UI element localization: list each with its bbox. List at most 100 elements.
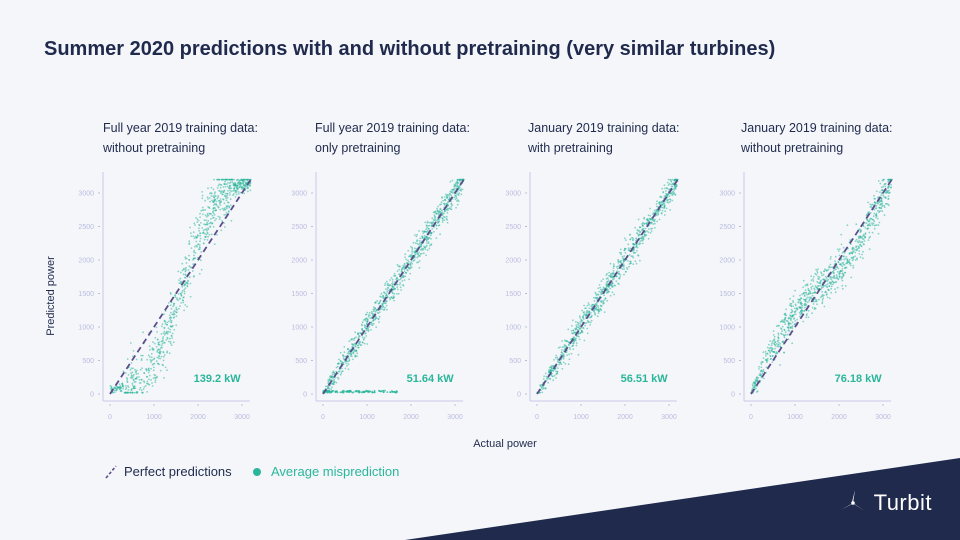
x-tick-label: 3000	[661, 414, 677, 421]
scatter-point	[618, 251, 621, 254]
scatter-point	[873, 194, 875, 197]
x-tick-label: 2000	[831, 414, 847, 421]
scatter-point	[365, 329, 368, 332]
scatter-point	[333, 380, 336, 383]
scatter-point	[193, 275, 195, 277]
scatter-point	[125, 388, 127, 391]
scatter-point	[600, 293, 603, 296]
scatter-point	[613, 265, 615, 268]
scatter-point	[639, 240, 642, 243]
scatter-point	[570, 352, 573, 355]
scatter-point	[160, 344, 163, 347]
scatter-point	[436, 220, 439, 222]
scatter-point	[807, 287, 810, 290]
scatter-point	[233, 189, 236, 192]
scatter-point	[800, 311, 803, 314]
scatter-point	[424, 248, 427, 251]
scatter-point	[564, 344, 567, 347]
scatter-point	[446, 221, 449, 224]
scatter-point	[615, 280, 618, 283]
scatter-point	[188, 240, 191, 243]
scatter-point	[113, 386, 116, 389]
scatter-point	[206, 215, 208, 218]
scatter-point	[550, 367, 553, 369]
scatter-point	[429, 244, 431, 247]
scatter-point	[656, 200, 658, 203]
scatter-point	[822, 286, 825, 288]
x-tick-label: 1000	[359, 414, 375, 421]
scatter-point	[132, 377, 134, 379]
scatter-point	[380, 296, 383, 298]
scatter-point	[561, 367, 564, 370]
scatter-point	[417, 253, 419, 255]
scatter-point-outlier	[342, 391, 344, 394]
scatter-point	[823, 305, 826, 308]
scatter-point	[433, 230, 435, 233]
scatter-point	[224, 185, 227, 188]
scatter-point	[831, 266, 834, 269]
scatter-point	[575, 337, 577, 340]
scatter-point	[148, 378, 150, 381]
scatter-point	[163, 354, 166, 356]
scatter-point	[235, 193, 238, 196]
scatter-point	[154, 374, 157, 377]
scatter-point	[159, 348, 161, 351]
scatter-point	[781, 321, 784, 323]
scatter-point	[210, 186, 213, 189]
scatter-point	[184, 304, 187, 306]
scatter-point	[455, 206, 457, 209]
y-tick-label: 2000	[505, 258, 521, 265]
scatter-point-outlier	[347, 390, 350, 393]
scatter-point	[860, 241, 863, 244]
scatter-point	[185, 257, 188, 260]
scatter-point-outlier	[373, 391, 376, 394]
scatter-point	[597, 287, 600, 290]
scatter-point	[212, 195, 215, 198]
scatter-point	[561, 349, 563, 351]
scatter-point	[881, 210, 884, 213]
scatter-point	[776, 340, 779, 343]
scatter-point	[829, 263, 832, 266]
y-tick-label: 0	[90, 392, 94, 399]
scatter-point	[586, 304, 589, 307]
scatter-point	[126, 380, 129, 382]
scatter-point	[886, 190, 888, 192]
scatter-point	[668, 195, 671, 198]
scatter-point	[138, 376, 140, 378]
scatter-point-outlier	[367, 390, 369, 393]
scatter-point-outlier	[396, 390, 398, 393]
scatter-point	[164, 366, 167, 369]
scatter-point	[798, 311, 801, 314]
scatter-point	[357, 336, 360, 339]
scatter-point	[878, 211, 880, 214]
scatter-point	[610, 284, 613, 287]
scatter-point	[582, 318, 585, 320]
scatter-point	[369, 317, 372, 320]
scatter-point	[372, 310, 375, 313]
scatter-point	[249, 189, 252, 192]
scatter-point	[192, 263, 195, 266]
scatter-point	[332, 379, 334, 382]
subtitle-panel-3: January 2019 training data: with pretrai…	[528, 118, 708, 158]
scatter-point	[566, 354, 568, 356]
scatter-point	[602, 278, 604, 280]
scatter-point	[593, 299, 596, 302]
scatter-point	[393, 299, 395, 302]
scatter-point	[578, 325, 581, 327]
scatter-point	[351, 358, 354, 361]
scatter-point	[801, 310, 804, 312]
scatter-point	[184, 256, 187, 258]
scatter-point	[831, 283, 834, 286]
scatter-point	[236, 186, 238, 188]
scatter-point	[242, 184, 245, 187]
scatter-point	[454, 184, 457, 187]
scatter-point	[836, 248, 839, 251]
scatter-point	[819, 296, 822, 299]
scatter-point	[235, 189, 238, 192]
scatter-point	[195, 217, 197, 219]
scatter-point	[802, 298, 805, 301]
scatter-point	[438, 211, 441, 214]
scatter-point	[435, 219, 437, 222]
scatter-point	[762, 351, 765, 354]
scatter-point	[624, 270, 627, 273]
